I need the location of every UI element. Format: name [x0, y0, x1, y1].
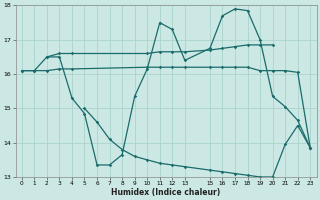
X-axis label: Humidex (Indice chaleur): Humidex (Indice chaleur): [111, 188, 221, 197]
